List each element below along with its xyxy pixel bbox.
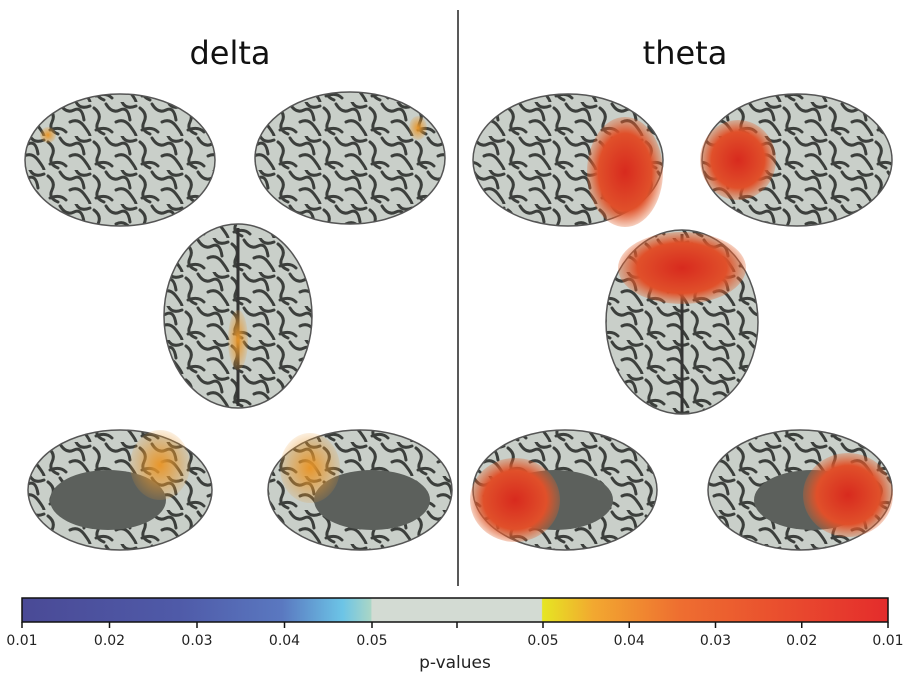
tick-label: 0.03: [181, 633, 212, 649]
tick-label: 0.05: [527, 633, 558, 649]
tick-label: 0.05: [356, 633, 387, 649]
panel-title: delta: [189, 34, 270, 72]
tick-label: 0.02: [94, 633, 125, 649]
panel-title: theta: [643, 34, 728, 72]
brains-theta: [470, 93, 893, 551]
colorbar-label: p-values: [419, 653, 491, 673]
tick-label: 0.04: [269, 633, 300, 649]
tick-label: 0.02: [786, 633, 817, 649]
tick-label: 0.01: [872, 633, 903, 649]
tick-label: 0.04: [614, 633, 645, 649]
tick-label: 0.01: [6, 633, 37, 649]
brains-delta: [24, 91, 453, 551]
tick-label: 0.03: [700, 633, 731, 649]
colorbar: [21, 597, 889, 623]
